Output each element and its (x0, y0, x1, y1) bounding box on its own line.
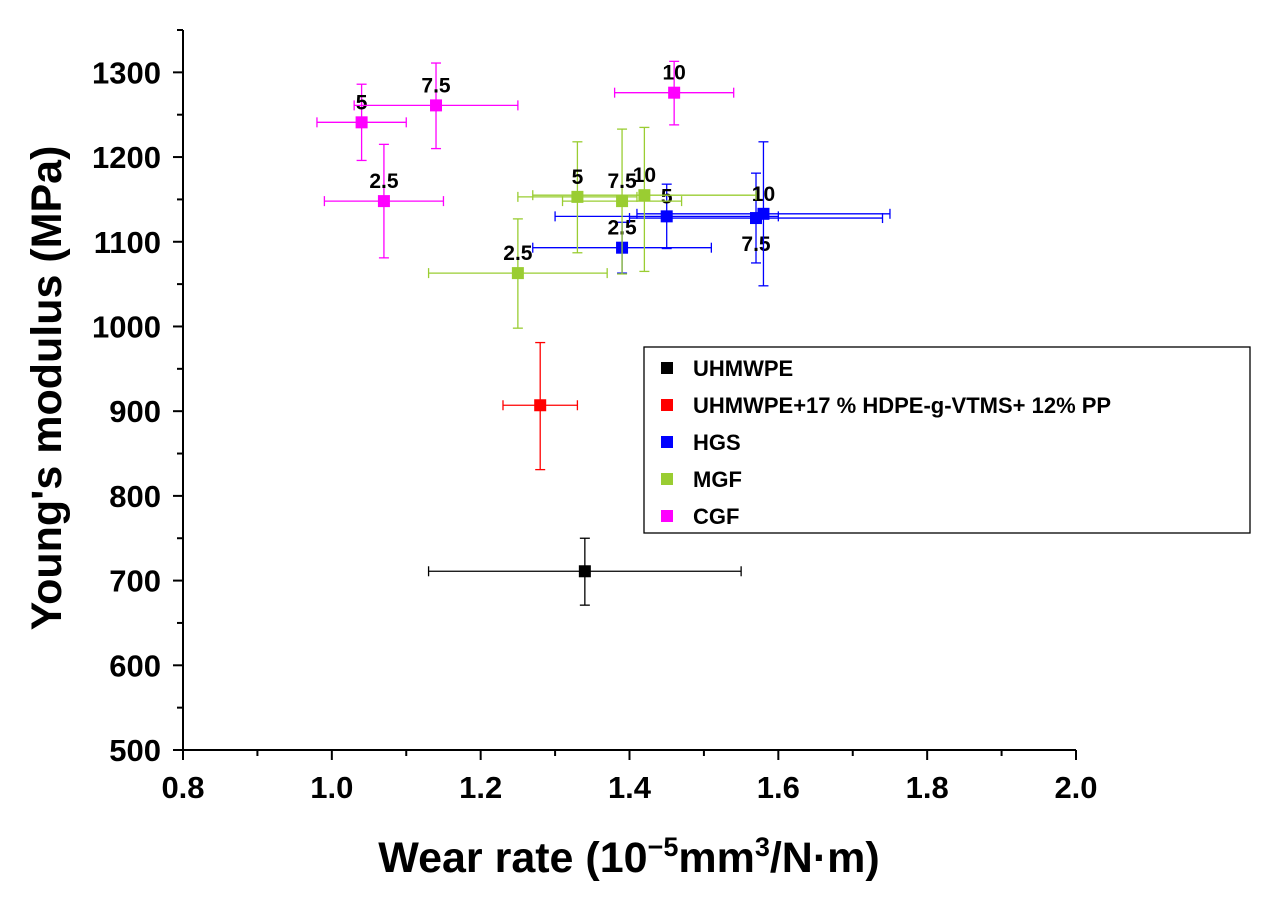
data-point (571, 190, 584, 203)
legend-item: UHMWPE+17 % HDPE-g-VTMS+ 12% PP (661, 393, 1111, 418)
data-point (578, 565, 591, 578)
point-label: 5 (572, 166, 584, 189)
y-tick-label: 1200 (92, 140, 161, 175)
legend-label: MGF (693, 467, 742, 492)
y-tick-label: 800 (109, 479, 161, 514)
series-uhmwpe-17-hdpe-g-vtms-12-pp (502, 341, 579, 471)
data-point (757, 207, 770, 220)
y-axis-title: Young's modulus (MPa) (23, 146, 71, 631)
x-axis-title-mid: mm (678, 834, 754, 882)
x-tick-label: 2.0 (1054, 770, 1097, 805)
y-tick-label: 700 (109, 564, 161, 599)
y-tick-label: 600 (109, 648, 161, 683)
series-cgf: 2.557.510 (316, 60, 735, 259)
legend-marker (661, 399, 673, 411)
x-tick-label: 1.0 (310, 770, 353, 805)
y-tick-label: 1300 (92, 55, 161, 90)
legend-label: CGF (693, 504, 739, 529)
point-label: 10 (752, 183, 775, 206)
data-point (660, 210, 673, 223)
series-mgf: 2.5 5 7.510 (427, 126, 757, 329)
x-tick-label: 1.8 (906, 770, 949, 805)
legend-marker (661, 473, 673, 485)
x-tick-label: 1.2 (459, 770, 502, 805)
legend-marker (661, 510, 673, 522)
point-label: 7.5 (421, 74, 451, 97)
data-point (511, 267, 524, 280)
point-label: 2.5 (503, 242, 533, 265)
data-point (668, 86, 681, 99)
x-axis-title-exp1: −5 (648, 832, 679, 862)
data-point (534, 399, 547, 412)
point-label: 7.5 (607, 170, 637, 193)
x-tick-label: 1.4 (608, 770, 652, 805)
data-point (616, 195, 629, 208)
data-point (430, 99, 443, 112)
point-label: 5 (661, 185, 673, 208)
legend-label: UHMWPE (693, 356, 793, 381)
point-label: 7.5 (741, 233, 771, 256)
legend-item: CGF (661, 504, 739, 529)
point-label: 10 (633, 164, 656, 187)
legend-box (643, 346, 1251, 534)
legend-item: UHMWPE (661, 356, 793, 381)
x-axis-title-exp2: 3 (755, 832, 770, 862)
y-tick-label: 1000 (92, 309, 161, 344)
x-tick-label: 1.6 (757, 770, 800, 805)
data-point (377, 195, 390, 208)
data-point (638, 189, 651, 202)
x-axis-title: Wear rate (10−5mm3/N·m) (378, 832, 879, 882)
series-uhmwpe (427, 537, 742, 606)
point-label: 10 (662, 62, 685, 85)
legend-item: MGF (661, 467, 742, 492)
legend-label: UHMWPE+17 % HDPE-g-VTMS+ 12% PP (693, 393, 1111, 418)
series-hgs: 2.557.510 (532, 141, 891, 287)
axes: 0.8 1.0 1.2 1.4 1.6 1.8 2.0 500 600 700 800 900 1000… (92, 29, 1098, 805)
x-axis-title-base: Wear rate (10 (378, 834, 647, 882)
legend-item: HGS (661, 430, 741, 455)
data-point (355, 116, 368, 129)
y-tick-label: 500 (109, 733, 161, 768)
y-tick-label: 900 (109, 394, 161, 429)
legend-marker (661, 436, 673, 448)
legend: UHMWPE UHMWPE+17 % HDPE-g-VTMS+ 12% PP HGS… (643, 346, 1251, 534)
point-label: 2.5 (369, 170, 399, 193)
x-axis-title-end: /N·m) (770, 834, 880, 882)
point-label: 5 (356, 91, 368, 114)
legend-marker (661, 362, 673, 374)
x-tick-label: 0.8 (161, 770, 204, 805)
legend-label: HGS (693, 430, 741, 455)
y-tick-label: 1100 (94, 225, 161, 260)
